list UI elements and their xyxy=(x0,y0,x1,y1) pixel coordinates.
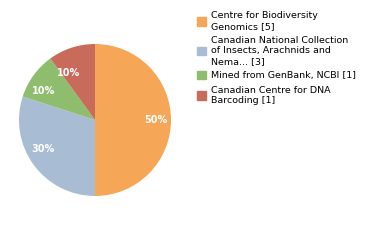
Wedge shape xyxy=(23,59,95,120)
Wedge shape xyxy=(95,44,171,196)
Wedge shape xyxy=(19,96,95,196)
Text: 10%: 10% xyxy=(57,68,80,78)
Legend: Centre for Biodiversity
Genomics [5], Canadian National Collection
of Insects, A: Centre for Biodiversity Genomics [5], Ca… xyxy=(195,10,358,107)
Text: 10%: 10% xyxy=(32,86,55,96)
Text: 50%: 50% xyxy=(144,115,168,125)
Text: 30%: 30% xyxy=(32,144,55,154)
Wedge shape xyxy=(50,44,95,120)
